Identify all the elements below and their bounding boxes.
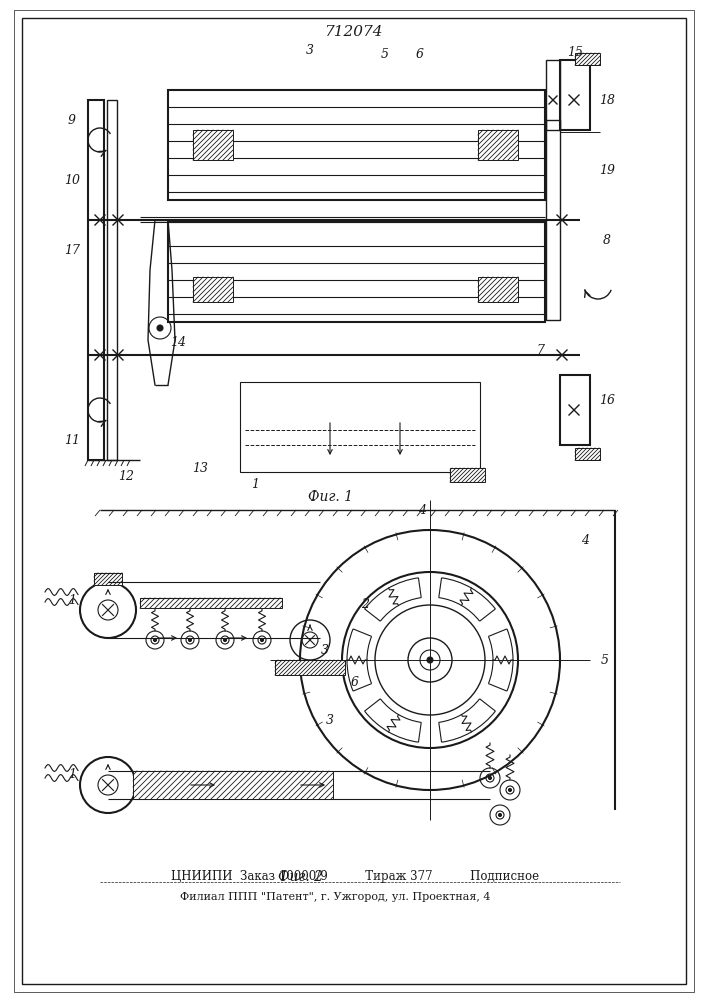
Bar (575, 53, 600, 65)
Circle shape (223, 639, 226, 642)
Circle shape (498, 814, 501, 816)
Text: Фиг. 2: Фиг. 2 (278, 870, 322, 884)
Text: 1: 1 (68, 593, 76, 606)
Circle shape (157, 325, 163, 331)
Bar (240, 382, 480, 472)
Text: 4: 4 (418, 504, 426, 516)
Text: ЦНИИПИ  Заказ 10000/9          Тираж 377          Подписное: ЦНИИПИ Заказ 10000/9 Тираж 377 Подписное (171, 870, 539, 883)
Text: 6: 6 (416, 48, 424, 62)
Text: 2: 2 (361, 598, 369, 611)
Bar (560, 60, 590, 130)
Text: 5: 5 (381, 48, 389, 62)
Text: 12: 12 (118, 470, 134, 483)
Text: 18: 18 (599, 94, 615, 106)
Text: 13: 13 (192, 462, 208, 475)
Text: 10: 10 (64, 174, 80, 186)
Bar (193, 277, 233, 302)
Bar (575, 448, 600, 460)
Bar (546, 120, 560, 320)
Text: 15: 15 (567, 45, 583, 58)
Text: 7: 7 (536, 344, 544, 357)
Bar (560, 375, 590, 445)
Text: 3: 3 (306, 43, 314, 56)
Text: 1: 1 (251, 478, 259, 490)
Bar (478, 277, 518, 302)
Text: 4: 4 (581, 534, 589, 546)
Bar (193, 130, 233, 160)
Circle shape (489, 776, 491, 780)
Circle shape (508, 788, 511, 792)
Text: 712074: 712074 (324, 25, 382, 39)
Text: 16: 16 (599, 393, 615, 406)
Circle shape (189, 639, 192, 642)
Text: 17: 17 (64, 243, 80, 256)
Bar (88, 100, 104, 460)
Bar (94, 573, 122, 585)
Circle shape (260, 639, 264, 642)
Text: 9: 9 (68, 113, 76, 126)
Text: Фиг. 1: Фиг. 1 (308, 490, 353, 504)
Bar (546, 60, 560, 130)
Text: 19: 19 (599, 163, 615, 176)
Text: 14: 14 (170, 336, 186, 349)
Bar (478, 130, 518, 160)
Bar (140, 598, 282, 608)
Bar (450, 468, 485, 482)
Bar (133, 771, 333, 799)
Bar (275, 660, 345, 675)
Circle shape (153, 639, 156, 642)
Text: 8: 8 (603, 233, 611, 246)
Text: 3: 3 (321, 644, 329, 656)
Text: Филиал ППП "Патент", г. Ужгород, ул. Проектная, 4: Филиал ППП "Патент", г. Ужгород, ул. Про… (180, 892, 491, 902)
Text: 6: 6 (351, 676, 359, 688)
Text: 1: 1 (68, 768, 76, 782)
Circle shape (427, 657, 433, 663)
Bar (107, 100, 117, 460)
Text: 11: 11 (64, 434, 80, 446)
Text: 5: 5 (601, 654, 609, 666)
Bar (168, 90, 545, 200)
Bar (168, 222, 545, 322)
Text: 3: 3 (326, 714, 334, 726)
